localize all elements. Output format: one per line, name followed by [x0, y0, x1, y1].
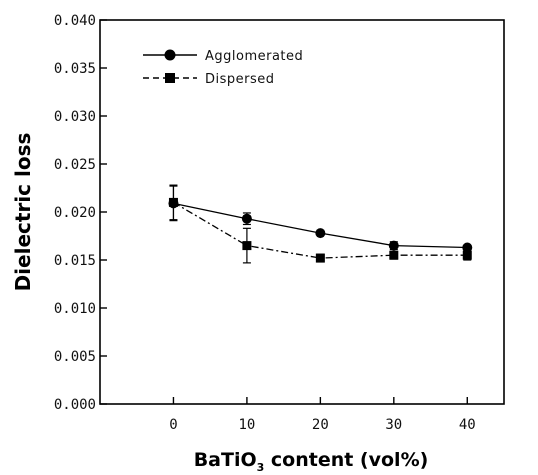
legend-marker-dispersed	[165, 73, 175, 83]
data-point-agglomerated	[315, 228, 326, 239]
x-axis: 0 10 20 30 40	[169, 397, 476, 433]
data-point-dispersed	[242, 241, 252, 251]
data-point-dispersed	[389, 250, 399, 260]
y-tick-label: 0.030	[54, 109, 96, 125]
x-axis-label-subscript: 3	[257, 461, 265, 474]
y-tick-label: 0.025	[54, 157, 96, 173]
y-tick-label: 0.015	[54, 253, 96, 269]
y-tick-label: 0.035	[54, 61, 96, 77]
x-tick-label: 40	[459, 417, 476, 433]
legend-label-dispersed: Dispersed	[205, 72, 275, 87]
data-point-dispersed	[462, 250, 472, 260]
data-point-agglomerated	[388, 240, 399, 251]
legend: Agglomerated Dispersed	[143, 49, 303, 87]
x-tick-label: 0	[169, 417, 177, 433]
y-tick-label: 0.000	[54, 397, 96, 413]
legend-label-agglomerated: Agglomerated	[205, 49, 303, 64]
y-tick-label: 0.010	[54, 301, 96, 317]
x-axis-label-prefix: BaTiO	[194, 449, 257, 471]
data-point-agglomerated	[241, 213, 252, 224]
x-tick-label: 30	[385, 417, 402, 433]
y-tick-label: 0.005	[54, 349, 96, 365]
series-layer	[168, 184, 473, 264]
series-line-agglomerated	[173, 202, 468, 249]
legend-marker-agglomerated	[164, 49, 176, 61]
y-axis-label: Dielectric loss	[11, 133, 35, 292]
data-point-dispersed	[315, 253, 325, 263]
data-point-dispersed	[168, 197, 178, 207]
y-tick-label: 0.020	[54, 205, 96, 221]
series-line-dispersed	[173, 201, 468, 259]
y-tick-label: 0.040	[54, 13, 96, 29]
x-axis-label: BaTiO3 content (vol%)	[194, 449, 429, 474]
x-tick-label: 20	[312, 417, 329, 433]
x-tick-label: 10	[238, 417, 255, 433]
x-axis-label-suffix: content (vol%)	[264, 449, 428, 471]
y-axis: 0.000 0.005 0.010 0.015 0.020 0.025 0.030 0.035…	[54, 13, 107, 413]
plot-frame	[99, 19, 505, 405]
